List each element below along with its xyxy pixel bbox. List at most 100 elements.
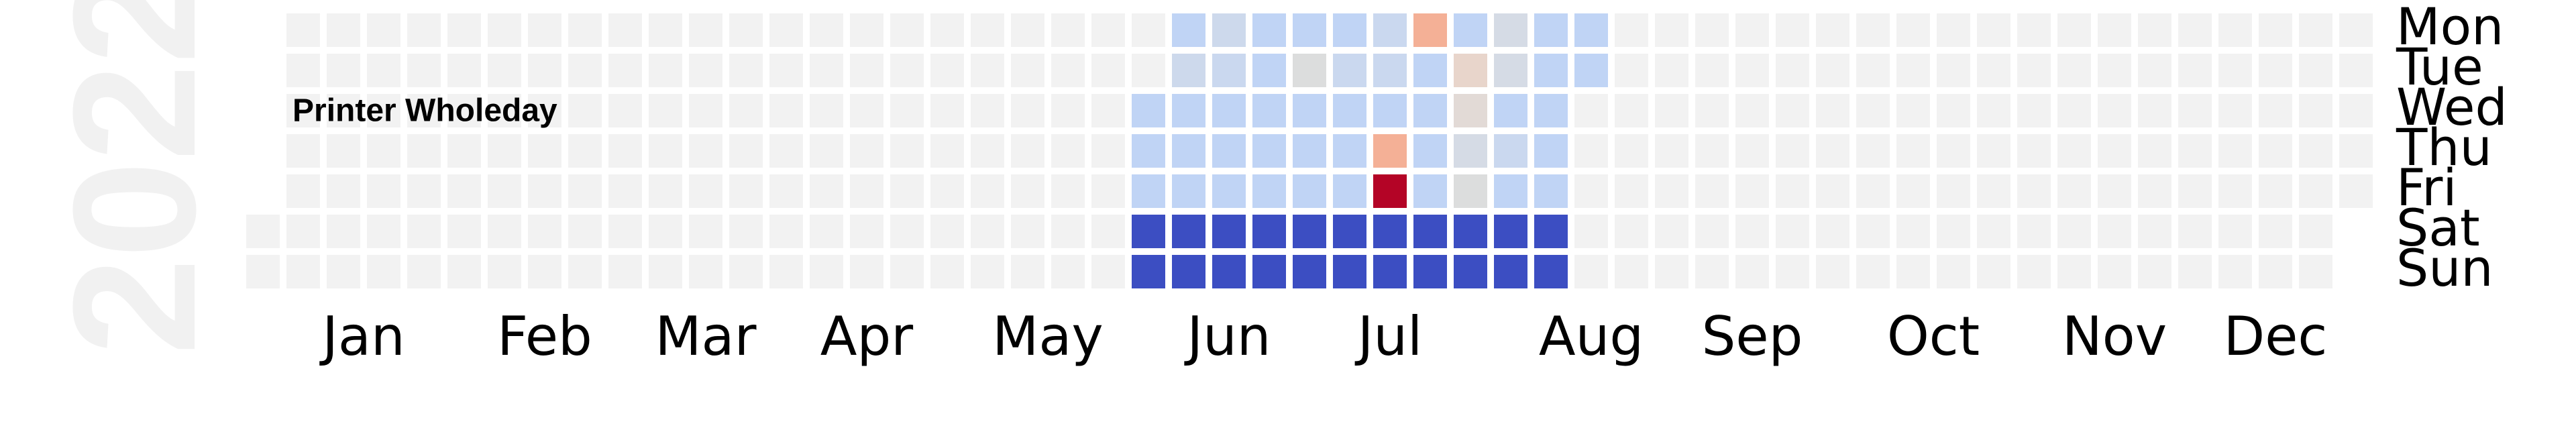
day-cell [2098, 174, 2131, 208]
day-cell [1695, 174, 1729, 208]
day-cell [1252, 13, 1286, 47]
day-cell [1937, 215, 1970, 248]
day-cell [1454, 13, 1487, 47]
day-cell [1856, 215, 1890, 248]
year-label: 2022 [38, 0, 232, 355]
day-cell [1091, 94, 1125, 127]
day-cell [689, 255, 722, 288]
day-cell [1212, 215, 1246, 248]
month-label: Feb [497, 305, 592, 368]
day-cell [1615, 13, 1648, 47]
day-cell [810, 215, 843, 248]
day-cell [528, 174, 561, 208]
day-cell [528, 215, 561, 248]
day-cell [246, 215, 280, 248]
day-cell [1695, 94, 1729, 127]
day-cell [1615, 174, 1648, 208]
day-cell [971, 215, 1004, 248]
day-cell [1896, 94, 1930, 127]
day-cell [488, 54, 521, 87]
day-cell [407, 134, 441, 168]
day-cell [2098, 134, 2131, 168]
day-cell [1212, 94, 1246, 127]
day-cell [286, 215, 320, 248]
day-cell [1695, 134, 1729, 168]
day-cell [1333, 255, 1366, 288]
day-cell [447, 215, 481, 248]
day-cell [2017, 215, 2051, 248]
day-cell [1856, 94, 1890, 127]
month-label: Dec [2224, 305, 2328, 368]
month-label: Sep [1702, 305, 1803, 368]
day-cell [1776, 94, 1809, 127]
day-cell [1896, 54, 1930, 87]
day-cell [608, 174, 642, 208]
day-cell [1293, 134, 1326, 168]
day-cell [1776, 134, 1809, 168]
day-cell [327, 54, 360, 87]
day-cell [528, 13, 561, 47]
day-cell [1172, 134, 1205, 168]
day-cell [367, 174, 400, 208]
day-cell [2299, 134, 2332, 168]
day-cell [1454, 174, 1487, 208]
weekday-label: Tue [2396, 37, 2483, 97]
day-cell [1494, 255, 1527, 288]
day-cell [930, 13, 964, 47]
day-cell [1735, 215, 1769, 248]
day-cell [407, 54, 441, 87]
day-cell [1494, 13, 1527, 47]
day-cell [1655, 13, 1688, 47]
day-cell [2218, 255, 2252, 288]
day-cell [568, 54, 602, 87]
day-cell [2218, 13, 2252, 47]
day-cell [327, 215, 360, 248]
day-cell [1212, 255, 1246, 288]
day-cell [729, 255, 763, 288]
day-cell [608, 255, 642, 288]
day-cell [367, 94, 400, 127]
day-cell [2098, 255, 2131, 288]
day-cell [2218, 54, 2252, 87]
day-cell [810, 13, 843, 47]
day-cell [1333, 215, 1366, 248]
day-cell [1937, 94, 1970, 127]
day-cell [2218, 215, 2252, 248]
day-cell [447, 94, 481, 127]
day-cell [1011, 54, 1044, 87]
day-cell [327, 174, 360, 208]
day-cell [2138, 134, 2171, 168]
day-cell [1896, 134, 1930, 168]
day-cell [769, 174, 803, 208]
day-cell [649, 174, 682, 208]
day-cell [2098, 54, 2131, 87]
day-cell [1252, 54, 1286, 87]
day-cell [649, 255, 682, 288]
day-cell [1856, 13, 1890, 47]
day-cell [327, 94, 360, 127]
day-cell [1534, 134, 1568, 168]
day-cell [769, 134, 803, 168]
day-cell [1454, 94, 1487, 127]
day-cell [1293, 94, 1326, 127]
day-cell [1776, 255, 1809, 288]
day-cell [1655, 134, 1688, 168]
day-cell [689, 215, 722, 248]
day-cell [1655, 94, 1688, 127]
day-cell [1051, 13, 1085, 47]
day-cell [689, 134, 722, 168]
weekday-label: Wed [2396, 77, 2508, 137]
day-cell [649, 13, 682, 47]
day-cell [568, 94, 602, 127]
day-cell [2299, 255, 2332, 288]
day-cell [1091, 134, 1125, 168]
day-cell [1896, 13, 1930, 47]
day-cell [769, 54, 803, 87]
day-cell [930, 54, 964, 87]
day-cell [1534, 13, 1568, 47]
day-cell [1655, 255, 1688, 288]
day-cell [1494, 54, 1527, 87]
day-cell [1132, 13, 1165, 47]
day-cell [850, 215, 883, 248]
day-cell [2057, 134, 2091, 168]
